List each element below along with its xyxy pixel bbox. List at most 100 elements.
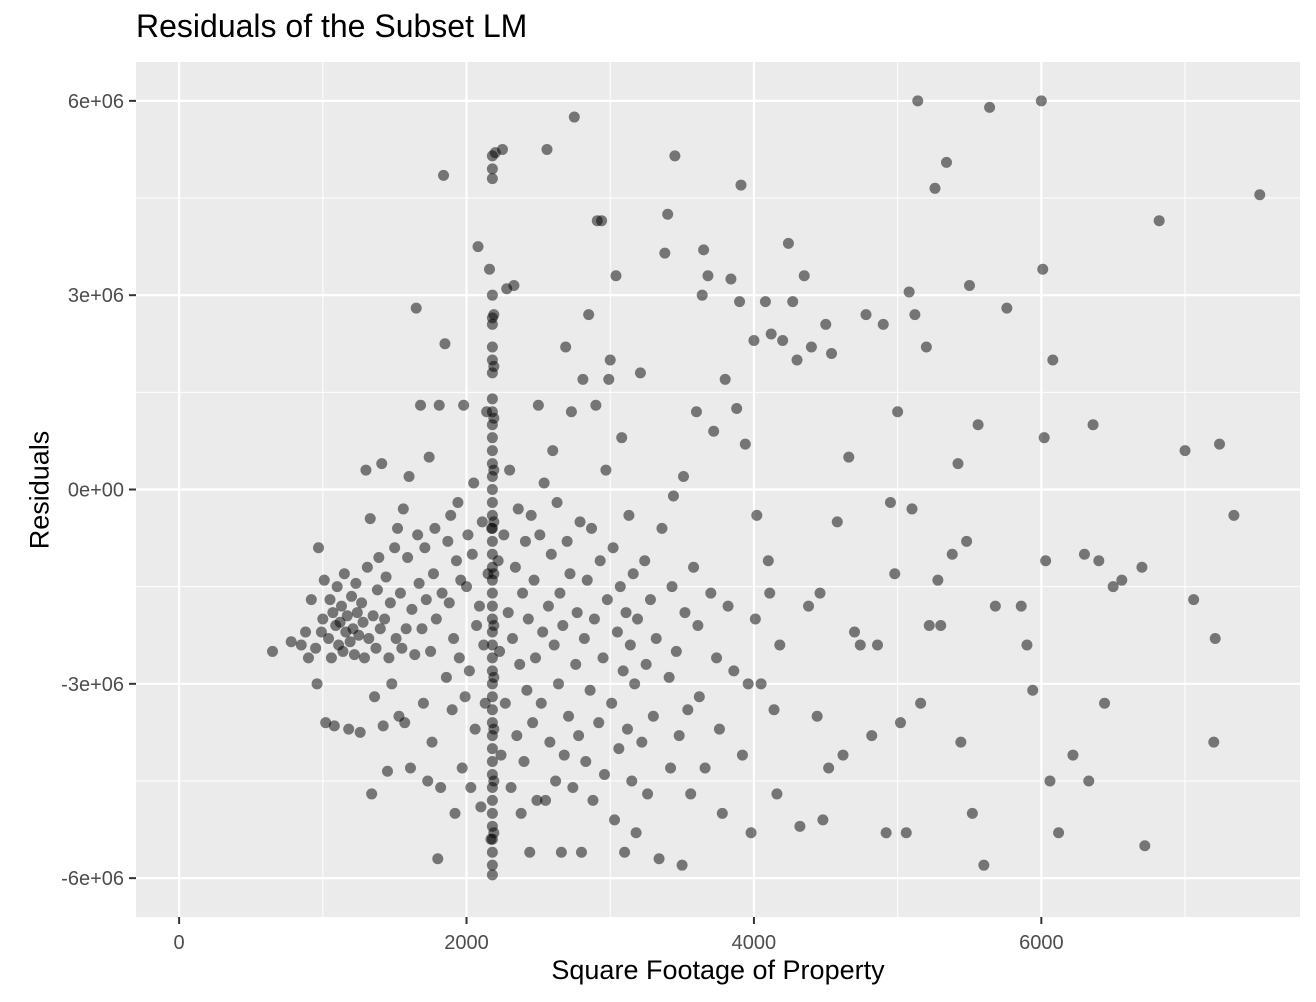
data-point <box>366 788 378 800</box>
data-point <box>603 373 615 385</box>
data-point <box>711 652 723 664</box>
data-point <box>558 749 570 761</box>
data-point <box>1099 697 1111 709</box>
data-point <box>860 309 872 321</box>
data-point <box>617 665 629 677</box>
data-point <box>390 632 402 644</box>
data-point <box>598 769 610 780</box>
data-point <box>456 762 468 774</box>
data-point <box>1040 555 1052 567</box>
data-point <box>557 620 569 632</box>
x-tick-label: 2000 <box>444 932 489 954</box>
data-point <box>636 736 648 748</box>
data-point <box>432 853 444 865</box>
data-point <box>488 309 500 321</box>
data-point <box>590 399 602 411</box>
data-point <box>593 717 605 729</box>
data-point <box>667 490 679 502</box>
data-point <box>498 529 510 541</box>
data-point <box>486 496 498 508</box>
data-point <box>759 296 771 308</box>
data-point <box>903 286 915 298</box>
data-point <box>486 639 498 651</box>
data-point <box>486 794 498 806</box>
data-point <box>505 781 517 793</box>
data-point <box>621 723 633 735</box>
data-point <box>384 597 396 609</box>
data-point <box>604 354 616 366</box>
data-point <box>519 535 531 547</box>
data-point <box>817 814 829 826</box>
data-point <box>486 535 498 547</box>
major-gridlines <box>136 62 1300 917</box>
data-point <box>955 736 967 748</box>
data-point <box>446 704 458 716</box>
data-point <box>377 720 389 732</box>
data-point <box>972 419 984 431</box>
data-point <box>640 658 652 670</box>
data-point <box>300 626 312 638</box>
data-point <box>354 726 366 738</box>
y-axis-title: Residuals <box>24 430 55 550</box>
data-point <box>563 710 575 722</box>
data-point <box>413 577 425 589</box>
data-point <box>417 697 429 709</box>
data-point <box>475 801 487 813</box>
data-point <box>478 639 490 651</box>
data-point <box>614 581 626 593</box>
data-point <box>1214 438 1226 450</box>
data-point <box>295 639 307 651</box>
data-point <box>978 859 990 871</box>
data-point <box>670 645 682 657</box>
data-point <box>468 477 480 489</box>
data-point <box>492 555 504 567</box>
data-point <box>798 270 810 282</box>
data-point <box>961 535 973 547</box>
data-point <box>768 704 780 716</box>
data-point <box>548 639 560 651</box>
data-point <box>357 616 369 628</box>
data-point <box>486 756 498 768</box>
data-point <box>849 626 861 638</box>
data-point <box>302 652 314 664</box>
data-point <box>486 163 498 175</box>
data-point <box>731 403 743 415</box>
data-point <box>554 587 566 599</box>
data-point <box>311 678 323 690</box>
data-point <box>267 645 279 657</box>
data-point <box>370 642 382 654</box>
data-point <box>353 629 365 641</box>
data-point <box>923 620 935 632</box>
data-point <box>805 341 817 353</box>
data-point <box>527 717 539 729</box>
data-point <box>325 652 337 664</box>
data-point <box>486 587 498 599</box>
data-point <box>402 552 414 564</box>
data-point <box>843 451 855 463</box>
data-point <box>496 143 508 155</box>
data-point <box>514 658 526 670</box>
data-point <box>458 399 470 411</box>
data-point <box>367 610 379 622</box>
data-point <box>356 597 368 609</box>
data-point <box>837 749 849 761</box>
data-point <box>1188 594 1200 606</box>
data-point <box>1116 574 1128 586</box>
data-point <box>486 393 498 405</box>
data-point <box>575 846 587 858</box>
data-point <box>422 775 434 787</box>
data-point <box>397 503 409 515</box>
data-point <box>920 341 932 353</box>
data-point <box>436 587 448 599</box>
data-point <box>611 626 623 638</box>
data-point <box>669 150 681 162</box>
data-point <box>900 827 912 839</box>
data-point <box>445 509 457 521</box>
data-point <box>486 318 498 330</box>
data-point <box>486 173 498 185</box>
data-point <box>461 581 473 593</box>
data-point <box>606 697 618 709</box>
data-point <box>748 335 760 347</box>
data-point <box>716 807 728 819</box>
data-point <box>415 399 427 411</box>
